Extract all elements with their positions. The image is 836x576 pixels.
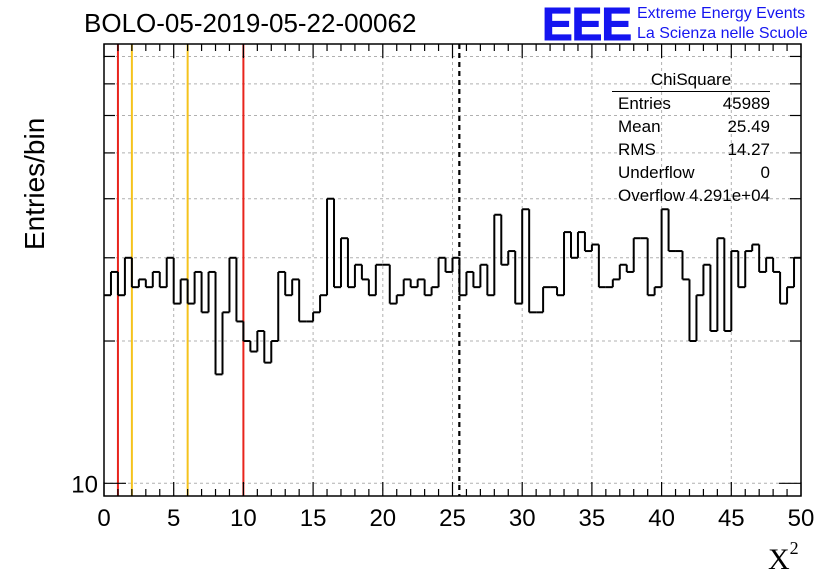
stats-box: ChiSquare Entries 45989 Mean 25.49 RMS 1…	[612, 68, 778, 207]
stats-row-underflow: Underflow 0	[612, 161, 778, 184]
stats-value: 25.49	[727, 117, 770, 136]
x-tick-label: 35	[579, 505, 606, 532]
stats-value: 14.27	[727, 140, 770, 159]
x-tick-label: 45	[718, 505, 745, 532]
stats-key: Mean	[618, 117, 661, 136]
stats-row-overflow: Overflow 4.291e+04	[612, 184, 778, 207]
x-axis-title-sup: 2	[789, 538, 799, 558]
x-tick-label: 50	[788, 505, 815, 532]
stats-key: Entries	[618, 94, 671, 113]
logo-line-2: La Scienza nelle Scuole	[637, 25, 808, 42]
stats-key: RMS	[618, 140, 656, 159]
x-tick-label: 30	[509, 505, 536, 532]
axis-layer: 0 5 10 15 20 25 30 35 40 45 50 10	[71, 43, 815, 532]
x-tick-label: 0	[97, 505, 110, 532]
stats-row-entries: Entries 45989	[612, 92, 778, 115]
x-tick-label: 20	[369, 505, 396, 532]
x-tick-label: 10	[230, 505, 257, 532]
stats-value: 0	[760, 163, 770, 182]
x-axis-title-text: X	[768, 543, 790, 576]
stats-row-mean: Mean 25.49	[612, 115, 778, 138]
stats-value: 4.291e+04	[689, 186, 770, 205]
stats-title: ChiSquare	[612, 68, 770, 92]
x-tick-label: 5	[167, 505, 180, 532]
marker-lines-layer	[116, 44, 461, 496]
x-axis-title: X2	[768, 536, 799, 576]
stats-key: Overflow	[618, 186, 686, 205]
x-tick-label: 40	[648, 505, 675, 532]
stats-key: Underflow	[618, 163, 695, 182]
x-tick-label: 15	[300, 505, 327, 532]
x-tick-label: 25	[439, 505, 466, 532]
stats-value: 45989	[722, 94, 770, 113]
stats-row-rms: RMS 14.27	[612, 138, 778, 161]
run-title: BOLO-05-2019-05-22-00062	[84, 8, 417, 38]
y-tick-label: 10	[71, 471, 98, 498]
histogram-layer	[104, 197, 801, 376]
eee-logo: EEE	[541, 0, 632, 50]
y-axis-title: Entries/bin	[19, 117, 50, 250]
logo-line-1: Extreme Energy Events	[637, 5, 806, 22]
